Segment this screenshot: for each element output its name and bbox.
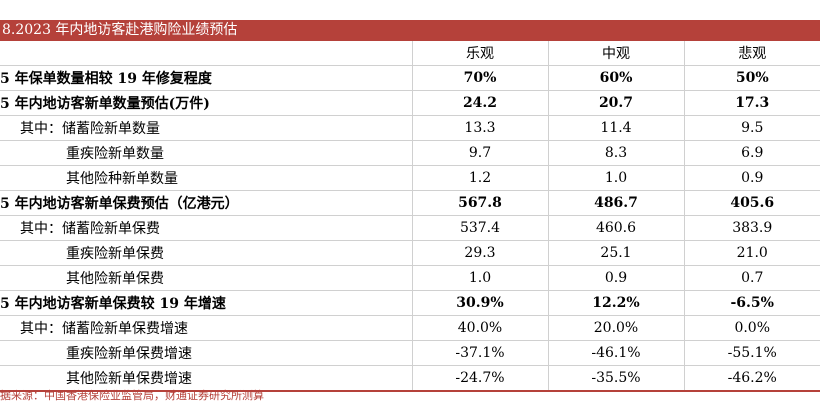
value-neutral: 0.9 — [547, 265, 684, 291]
table-title: 8.2023 年内地访客赴港购险业绩预估 — [0, 20, 820, 41]
row-label: 5 年内地访客新单保费预估（亿港元） — [0, 190, 412, 216]
value-optimistic: -24.7% — [411, 365, 548, 392]
value-optimistic: 30.9% — [411, 290, 548, 316]
row-label: 其他险新单保费增速 — [0, 365, 412, 392]
table-row: 其中：储蓄险新单保费 537.4 460.6 383.9 — [0, 215, 820, 241]
table-row: 5 年内地访客新单数量预估(万件) 24.2 20.7 17.3 — [0, 90, 820, 116]
value-pessimistic: 6.9 — [683, 140, 820, 166]
value-pessimistic: -6.5% — [683, 290, 820, 316]
row-label: 其中：储蓄险新单保费增速 — [0, 315, 412, 341]
table-row: 重疾险新单数量 9.7 8.3 6.9 — [0, 140, 820, 166]
value-pessimistic: 0.7 — [683, 265, 820, 291]
value-pessimistic: -55.1% — [683, 340, 820, 366]
value-optimistic: -37.1% — [411, 340, 548, 366]
table-row: 其他险新单保费 1.0 0.9 0.7 — [0, 265, 820, 291]
value-optimistic: 1.2 — [411, 165, 548, 191]
value-neutral: 460.6 — [547, 215, 684, 241]
table-row: 5 年内地访客新单保费预估（亿港元） 567.8 486.7 405.6 — [0, 190, 820, 216]
header-label-cell — [0, 41, 412, 66]
value-optimistic: 9.7 — [411, 140, 548, 166]
value-optimistic: 13.3 — [411, 115, 548, 141]
value-neutral: 25.1 — [547, 240, 684, 266]
row-label: 5 年保单数量相较 19 年修复程度 — [0, 65, 412, 91]
value-pessimistic: 383.9 — [683, 215, 820, 241]
value-optimistic: 24.2 — [411, 90, 548, 116]
row-label: 其中：储蓄险新单保费 — [0, 215, 412, 241]
value-pessimistic: 17.3 — [683, 90, 820, 116]
value-optimistic: 1.0 — [411, 265, 548, 291]
row-label: 其他险种新单数量 — [0, 165, 412, 191]
value-optimistic: 567.8 — [411, 190, 548, 216]
value-neutral: 11.4 — [547, 115, 684, 141]
table-row: 重疾险新单保费 29.3 25.1 21.0 — [0, 240, 820, 266]
row-label: 其他险新单保费 — [0, 265, 412, 291]
source-note: 据来源：中国香港保险业监管局，财通证券研究所测算 — [0, 389, 264, 402]
row-label: 5 年内地访客新单保费较 19 年增速 — [0, 290, 412, 316]
table-row: 5 年内地访客新单保费较 19 年增速 30.9% 12.2% -6.5% — [0, 290, 820, 316]
value-neutral: -46.1% — [547, 340, 684, 366]
value-pessimistic: 0.0% — [683, 315, 820, 341]
row-label: 其中：储蓄险新单数量 — [0, 115, 412, 141]
value-pessimistic: 50% — [683, 65, 820, 91]
table-row: 其他险新单保费增速 -24.7% -35.5% -46.2% — [0, 365, 820, 392]
table-row: 其中：储蓄险新单数量 13.3 11.4 9.5 — [0, 115, 820, 141]
forecast-table: 乐观 中观 悲观 5 年保单数量相较 19 年修复程度 70% 60% 50% 5 年内… — [0, 41, 820, 392]
value-pessimistic: 9.5 — [683, 115, 820, 141]
value-pessimistic: 21.0 — [683, 240, 820, 266]
header-neutral: 中观 — [547, 41, 684, 66]
header-pessimistic: 悲观 — [683, 41, 820, 66]
table-row: 其他险种新单数量 1.2 1.0 0.9 — [0, 165, 820, 191]
value-neutral: 20.0% — [547, 315, 684, 341]
value-neutral: 1.0 — [547, 165, 684, 191]
table-row: 5 年保单数量相较 19 年修复程度 70% 60% 50% — [0, 65, 820, 91]
table-row: 重疾险新单保费增速 -37.1% -46.1% -55.1% — [0, 340, 820, 366]
row-label: 重疾险新单保费增速 — [0, 340, 412, 366]
value-pessimistic: -46.2% — [683, 365, 820, 392]
value-optimistic: 29.3 — [411, 240, 548, 266]
value-neutral: 60% — [547, 65, 684, 91]
value-neutral: -35.5% — [547, 365, 684, 392]
table-row: 其中：储蓄险新单保费增速 40.0% 20.0% 0.0% — [0, 315, 820, 341]
value-neutral: 8.3 — [547, 140, 684, 166]
value-pessimistic: 405.6 — [683, 190, 820, 216]
header-row: 乐观 中观 悲观 — [0, 41, 820, 66]
value-neutral: 486.7 — [547, 190, 684, 216]
value-neutral: 12.2% — [547, 290, 684, 316]
value-optimistic: 40.0% — [411, 315, 548, 341]
row-label: 重疾险新单数量 — [0, 140, 412, 166]
value-optimistic: 537.4 — [411, 215, 548, 241]
row-label: 5 年内地访客新单数量预估(万件) — [0, 90, 412, 116]
value-optimistic: 70% — [411, 65, 548, 91]
value-neutral: 20.7 — [547, 90, 684, 116]
value-pessimistic: 0.9 — [683, 165, 820, 191]
header-optimistic: 乐观 — [411, 41, 548, 66]
row-label: 重疾险新单保费 — [0, 240, 412, 266]
